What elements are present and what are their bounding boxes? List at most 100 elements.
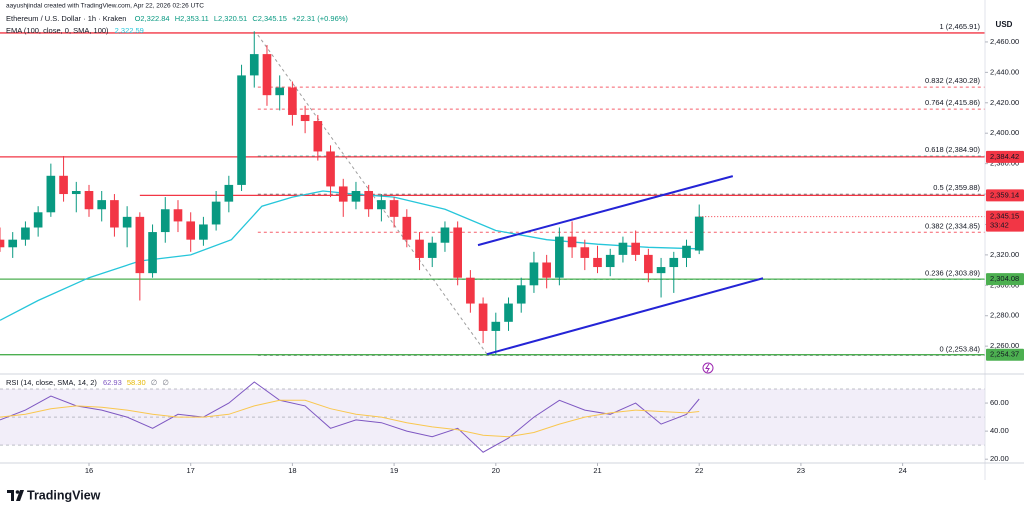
candle-body: [0, 239, 5, 248]
trendline: [486, 277, 764, 356]
x-tick-label: 22: [695, 466, 703, 475]
candle-body: [300, 114, 310, 122]
candle-body: [224, 184, 234, 202]
x-tick-label: 19: [390, 466, 398, 475]
fib-label: 0.236 (2,303.89): [925, 268, 981, 277]
candle-body: [211, 201, 221, 225]
candle-body: [249, 54, 259, 76]
candle-body: [338, 186, 348, 202]
price-box: [986, 273, 1024, 286]
ohlc-low: L2,320.51: [214, 14, 247, 23]
candle-body: [440, 227, 450, 243]
candle-body: [402, 216, 412, 240]
candle-body: [110, 200, 119, 228]
candle-body: [631, 242, 640, 255]
candle-body: [415, 239, 424, 258]
y-tick-label: 2,460.00: [990, 37, 1019, 46]
candle-body: [466, 277, 475, 304]
candle-body: [377, 200, 386, 210]
rsi-legend: RSI (14, close, SMA, 14, 2) 62.93 58.30 …: [6, 378, 169, 387]
x-tick-label: 18: [288, 466, 296, 475]
candle-body: [313, 121, 323, 152]
x-tick-label: 17: [187, 466, 195, 475]
countdown-label: 33:42: [990, 221, 1009, 230]
fib-label: 0.764 (2,415.86): [925, 98, 981, 107]
price-box: [986, 150, 1024, 163]
brand-logo: TradingView: [7, 488, 101, 502]
candle-body: [491, 321, 501, 331]
y-tick-label: 2,400.00: [990, 128, 1019, 137]
price-box-label: 2,384.42: [990, 152, 1019, 161]
candle-body: [478, 303, 488, 331]
candle-body: [199, 224, 208, 240]
attribution: aayushjindal created with TradingView.co…: [6, 3, 204, 10]
currency-label: USD: [996, 20, 1013, 29]
fib-label: 0.618 (2,384.90): [925, 145, 981, 154]
candle-body: [262, 54, 272, 96]
candle-body: [237, 75, 246, 185]
fib-label: 0.832 (2,430.28): [925, 76, 981, 85]
x-tick-label: 20: [492, 466, 500, 475]
fib-label: 1 (2,465.91): [940, 22, 981, 31]
price-box-label: 2,304.08: [990, 274, 1019, 283]
ema-name: EMA (100, close, 0, SMA, 100): [6, 26, 109, 35]
logo-mark: [16, 490, 24, 501]
y-tick-label: 60.00: [990, 398, 1009, 407]
candle-body: [46, 175, 56, 213]
candle-body: [59, 175, 68, 195]
ema-legend: EMA (100, close, 0, SMA, 100) 2,322.59: [6, 26, 144, 35]
brand-name: TradingView: [27, 488, 101, 502]
candle-body: [593, 257, 602, 268]
x-tick-label: 23: [797, 466, 805, 475]
candle-body: [8, 239, 18, 248]
candle-body: [160, 209, 170, 233]
candle-body: [389, 200, 399, 217]
logo-mark: [7, 490, 14, 501]
rsi-value: 62.93: [103, 378, 122, 387]
ohlc-open: O2,322.84: [135, 14, 170, 23]
y-tick-label: 20.00: [990, 454, 1009, 463]
x-tick-label: 21: [593, 466, 601, 475]
event-bolt: [705, 363, 710, 373]
x-tick-label: 16: [85, 466, 93, 475]
candle-body: [326, 151, 335, 187]
candle-body: [173, 209, 183, 222]
ohlc-high: H2,353.11: [175, 14, 209, 23]
rsi-extra: ∅: [162, 378, 169, 387]
candle-body: [275, 87, 285, 96]
candle-body: [567, 236, 577, 248]
y-tick-label: 2,260.00: [990, 341, 1019, 350]
candle-body: [148, 232, 157, 274]
price-box-label: 2,359.14: [990, 190, 1019, 199]
ohlc-close: C2,345.15: [252, 14, 287, 23]
y-tick-label: 2,320.00: [990, 250, 1019, 259]
candle-body: [542, 262, 551, 278]
candle-body: [644, 254, 653, 274]
rsi-ma-value: 58.30: [127, 378, 146, 387]
candle-body: [135, 216, 145, 274]
candle-body: [71, 191, 81, 195]
y-tick-label: 2,420.00: [990, 98, 1019, 107]
candle-body: [427, 242, 437, 258]
rsi-name: RSI (14, close, SMA, 14, 2): [6, 378, 97, 387]
y-tick-label: 2,440.00: [990, 67, 1019, 76]
fib-label: 0.5 (2,359.88): [933, 183, 980, 192]
candle-body: [97, 200, 107, 210]
symbol-line: Ethereum / U.S. Dollar · 1h · Kraken O2,…: [6, 14, 348, 23]
price-box-label: 2,254.37: [990, 350, 1019, 359]
ema-value: 2,322.59: [115, 26, 144, 35]
candle-body: [453, 227, 462, 278]
candle-body: [529, 262, 539, 286]
symbol: Ethereum / U.S. Dollar · 1h · Kraken: [6, 14, 126, 23]
candle-body: [618, 242, 628, 255]
x-tick-label: 24: [898, 466, 906, 475]
rsi-extra: ∅: [151, 378, 158, 387]
candle-body: [669, 257, 679, 268]
rsi-line: [0, 381, 700, 453]
y-tick-label: 2,380.00: [990, 159, 1019, 168]
candle-body: [656, 267, 666, 274]
candle-body: [351, 191, 361, 202]
